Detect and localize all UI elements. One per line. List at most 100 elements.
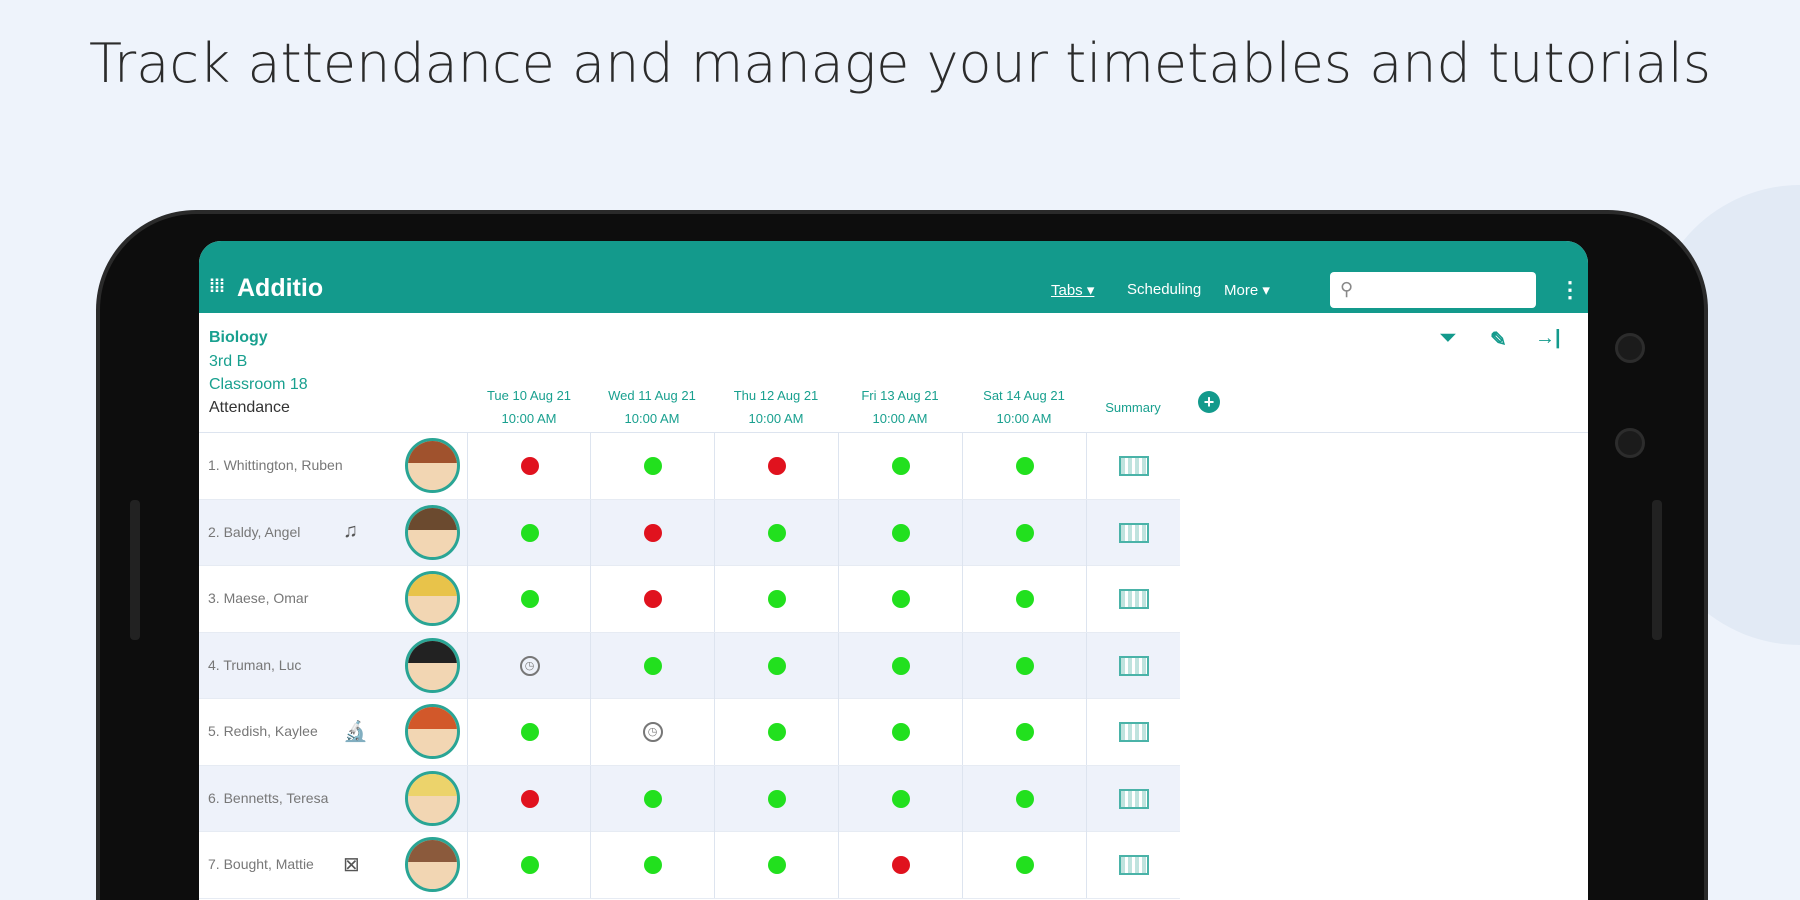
attendance-cell[interactable]: [838, 699, 962, 765]
search-icon: ⚲: [1340, 279, 1354, 299]
attendance-cell[interactable]: [467, 699, 591, 765]
student-row: 7. Bought, Mattie ⊠: [199, 832, 1180, 899]
collapse-right-icon[interactable]: →|: [1535, 327, 1561, 349]
attendance-cell[interactable]: [714, 433, 838, 499]
student-name[interactable]: 4. Truman, Luc: [208, 656, 302, 673]
attendance-cell[interactable]: ◷: [467, 632, 591, 699]
summary-chart-icon: [1118, 855, 1149, 875]
student-name[interactable]: 3. Maese, Omar: [208, 590, 309, 606]
absent-dot: [643, 590, 662, 608]
student-name[interactable]: 7. Bought, Mattie: [208, 856, 314, 872]
summary-cell[interactable]: [1086, 632, 1180, 699]
attendance-cell[interactable]: [838, 832, 962, 898]
attendance-cell[interactable]: [590, 499, 714, 566]
apps-grid-icon[interactable]: ⁞⁞⁞: [209, 276, 225, 296]
summary-cell[interactable]: [1086, 832, 1180, 898]
session-header[interactable]: Fri 13 Aug 21 10:00 AM: [838, 384, 962, 430]
nav-scheduling[interactable]: Scheduling: [1127, 281, 1202, 298]
attendance-cell[interactable]: [714, 699, 838, 765]
attendance-cell[interactable]: [962, 632, 1086, 699]
attendance-cell[interactable]: [838, 433, 962, 499]
attendance-cell[interactable]: [962, 765, 1086, 832]
absent-dot: [643, 523, 662, 542]
session-time: 10:00 AM: [996, 411, 1052, 426]
filter-icon[interactable]: ⏷: [1440, 327, 1456, 349]
group-label[interactable]: 3rd B: [209, 353, 248, 370]
absent-dot: [520, 789, 539, 808]
attendance-cell[interactable]: [962, 699, 1086, 765]
app-bar: ⁞⁞⁞ Additio Tabs ▾ Scheduling More ▾ ⚲ ⋮: [199, 241, 1588, 313]
nav-tabs[interactable]: Tabs ▾: [1051, 282, 1095, 299]
attendance-cell[interactable]: [467, 499, 591, 566]
student-name[interactable]: 5. Redish, Kaylee: [208, 723, 318, 739]
attendance-cell[interactable]: [838, 566, 962, 632]
attendance-cell[interactable]: [590, 433, 714, 499]
session-date: Wed 11 Aug 21: [608, 388, 696, 403]
search-input[interactable]: ⚲: [1330, 272, 1536, 308]
attendance-cell[interactable]: [714, 832, 838, 898]
attendance-cell[interactable]: [714, 566, 838, 632]
student-name[interactable]: 2. Baldy, Angel: [208, 523, 301, 540]
attendance-cell[interactable]: [590, 566, 714, 632]
attendance-cell[interactable]: [590, 632, 714, 699]
room-label[interactable]: Classroom 18: [209, 376, 308, 393]
attendance-cell[interactable]: [714, 499, 838, 566]
session-header[interactable]: Thu 12 Aug 21 10:00 AM: [714, 384, 838, 430]
attendance-cell[interactable]: [962, 433, 1086, 499]
attendance-cell[interactable]: [467, 566, 591, 632]
attendance-cell[interactable]: [838, 499, 962, 566]
attendance-cell[interactable]: [467, 433, 591, 499]
summary-cell[interactable]: [1086, 765, 1180, 832]
present-dot: [520, 723, 539, 741]
present-dot: [1015, 723, 1034, 741]
phone-camera: [1615, 333, 1645, 363]
student-name[interactable]: 6. Bennetts, Teresa: [208, 789, 329, 806]
summary-cell[interactable]: [1086, 699, 1180, 765]
add-column-button[interactable]: +: [1198, 391, 1220, 413]
present-dot: [1015, 856, 1034, 874]
summary-cell[interactable]: [1086, 566, 1180, 632]
student-avatar[interactable]: [405, 637, 460, 693]
attendance-cell[interactable]: [838, 765, 962, 832]
student-avatar[interactable]: [405, 504, 460, 560]
pencil-icon[interactable]: ✎: [1490, 329, 1507, 351]
student-row: 4. Truman, Luc ◷: [199, 632, 1180, 699]
nav-more[interactable]: More ▾: [1224, 282, 1270, 299]
attendance-cell[interactable]: [714, 765, 838, 832]
attendance-cell[interactable]: [590, 765, 714, 832]
header-divider: [199, 432, 1588, 433]
attendance-cell[interactable]: [467, 832, 591, 898]
session-header[interactable]: Sat 14 Aug 21 10:00 AM: [962, 384, 1086, 430]
attendance-cell[interactable]: [962, 832, 1086, 898]
present-dot: [767, 656, 786, 675]
student-avatar[interactable]: [405, 438, 460, 493]
attendance-cell[interactable]: [590, 832, 714, 898]
view-label: Attendance: [209, 399, 290, 416]
more-options-icon[interactable]: ⋮: [1559, 277, 1581, 302]
session-date: Thu 12 Aug 21: [733, 388, 819, 403]
attendance-cell[interactable]: [962, 499, 1086, 566]
session-header[interactable]: Wed 11 Aug 21 10:00 AM: [590, 384, 714, 430]
subject-label[interactable]: Biology: [209, 329, 268, 346]
student-avatar[interactable]: [405, 837, 460, 892]
phone-side-button: [1652, 500, 1662, 640]
phone-sensor: [1615, 428, 1645, 458]
attendance-cell[interactable]: [714, 632, 838, 699]
summary-cell[interactable]: [1086, 433, 1180, 499]
student-avatar[interactable]: [405, 704, 460, 759]
session-header[interactable]: Tue 10 Aug 21 10:00 AM: [467, 384, 591, 430]
student-name[interactable]: 1. Whittington, Ruben: [208, 457, 343, 473]
attendance-cell[interactable]: [838, 632, 962, 699]
session-date: Tue 10 Aug 21: [486, 388, 572, 403]
summary-chart-icon: [1118, 788, 1149, 809]
present-dot: [767, 523, 786, 542]
absent-dot: [767, 457, 786, 475]
student-avatar[interactable]: [405, 571, 460, 626]
student-avatar[interactable]: [405, 770, 460, 826]
attendance-cell[interactable]: [467, 765, 591, 832]
attendance-cell[interactable]: [962, 566, 1086, 632]
summary-cell[interactable]: [1086, 499, 1180, 566]
image-off-icon: ⊠: [343, 854, 360, 876]
present-dot: [1015, 590, 1034, 608]
attendance-cell[interactable]: ◷: [590, 699, 714, 765]
